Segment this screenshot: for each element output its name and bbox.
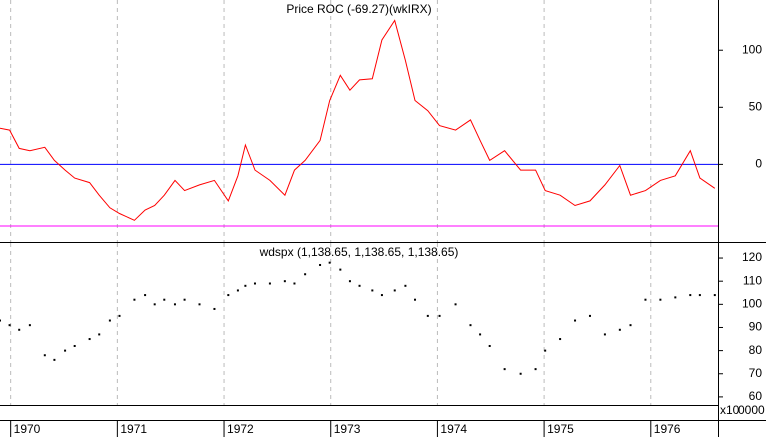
data-point [153,303,156,306]
data-point [644,298,647,301]
data-point [319,263,322,266]
data-point [28,324,31,327]
x-tick-label: 1976 [654,422,681,436]
data-point [244,284,247,287]
data-point [519,372,522,375]
data-point [328,261,331,264]
data-point [144,294,147,297]
y-tick-label: 100 [742,42,762,56]
y-tick-label: 0 [755,157,762,171]
data-point [43,354,46,357]
data-point [53,358,56,361]
data-point [348,280,351,283]
x-tick-label: 1974 [440,422,467,436]
data-point [534,368,537,371]
data-point [108,319,111,322]
data-point [293,282,296,285]
data-point [73,344,76,347]
data-point [629,324,632,327]
data-point [698,294,701,297]
y-tick-label: 120 [742,250,762,264]
data-point [503,368,506,371]
y-tick-label: 50 [749,99,763,113]
y-tick-label: 90 [749,320,763,334]
data-point [414,298,417,301]
data-point [98,333,101,336]
x-tick-label: 1972 [227,422,254,436]
data-point [618,328,621,331]
data-point [227,294,230,297]
volume-scale-label: x10 [720,403,740,417]
data-point [559,338,562,341]
data-point [183,298,186,301]
y-tick-label: 70 [749,366,763,380]
data-point [163,298,166,301]
x-tick-label: 1973 [334,422,361,436]
y-tick-label: 100 [742,297,762,311]
data-point [371,289,374,292]
x-tick-label: 1970 [14,422,41,436]
y-tick-label: 60 [749,389,763,403]
data-point [133,298,136,301]
y-tick-label: 110 [743,273,762,287]
data-point [380,294,383,297]
data-point [198,303,201,306]
data-point [404,284,407,287]
x-tick-label: 1971 [120,422,147,436]
data-point [304,273,307,276]
data-point [588,314,591,317]
data-point [358,284,361,287]
data-point [339,268,342,271]
chart-title: Price ROC (-69.27)(wkIRX) [286,2,431,16]
data-point [454,303,457,306]
data-point [479,333,482,336]
data-point [236,289,239,292]
data-point [393,289,396,292]
data-point [173,303,176,306]
line-series [0,19,716,221]
data-point [469,324,472,327]
data-point [213,307,216,310]
y-tick-label: 80 [749,343,763,357]
data-point [253,282,256,285]
chart-title: wdspx (1,138.65, 1,138.65, 1,138.65) [259,245,459,259]
data-point [544,349,547,352]
data-point [118,314,121,317]
data-point [268,282,271,285]
volume-scale-label: 0000 [738,403,765,417]
data-point [88,338,91,341]
x-tick-label: 1975 [547,422,574,436]
data-point [438,314,441,317]
data-point [64,349,67,352]
data-point [8,324,11,327]
data-point [488,344,491,347]
data-point [659,298,662,301]
data-point [0,319,1,322]
data-point [574,319,577,322]
data-point [713,294,716,297]
data-point [18,328,21,331]
data-point [674,296,677,299]
data-point [283,280,286,283]
data-point [603,333,606,336]
data-point [689,294,692,297]
data-point [426,314,429,317]
